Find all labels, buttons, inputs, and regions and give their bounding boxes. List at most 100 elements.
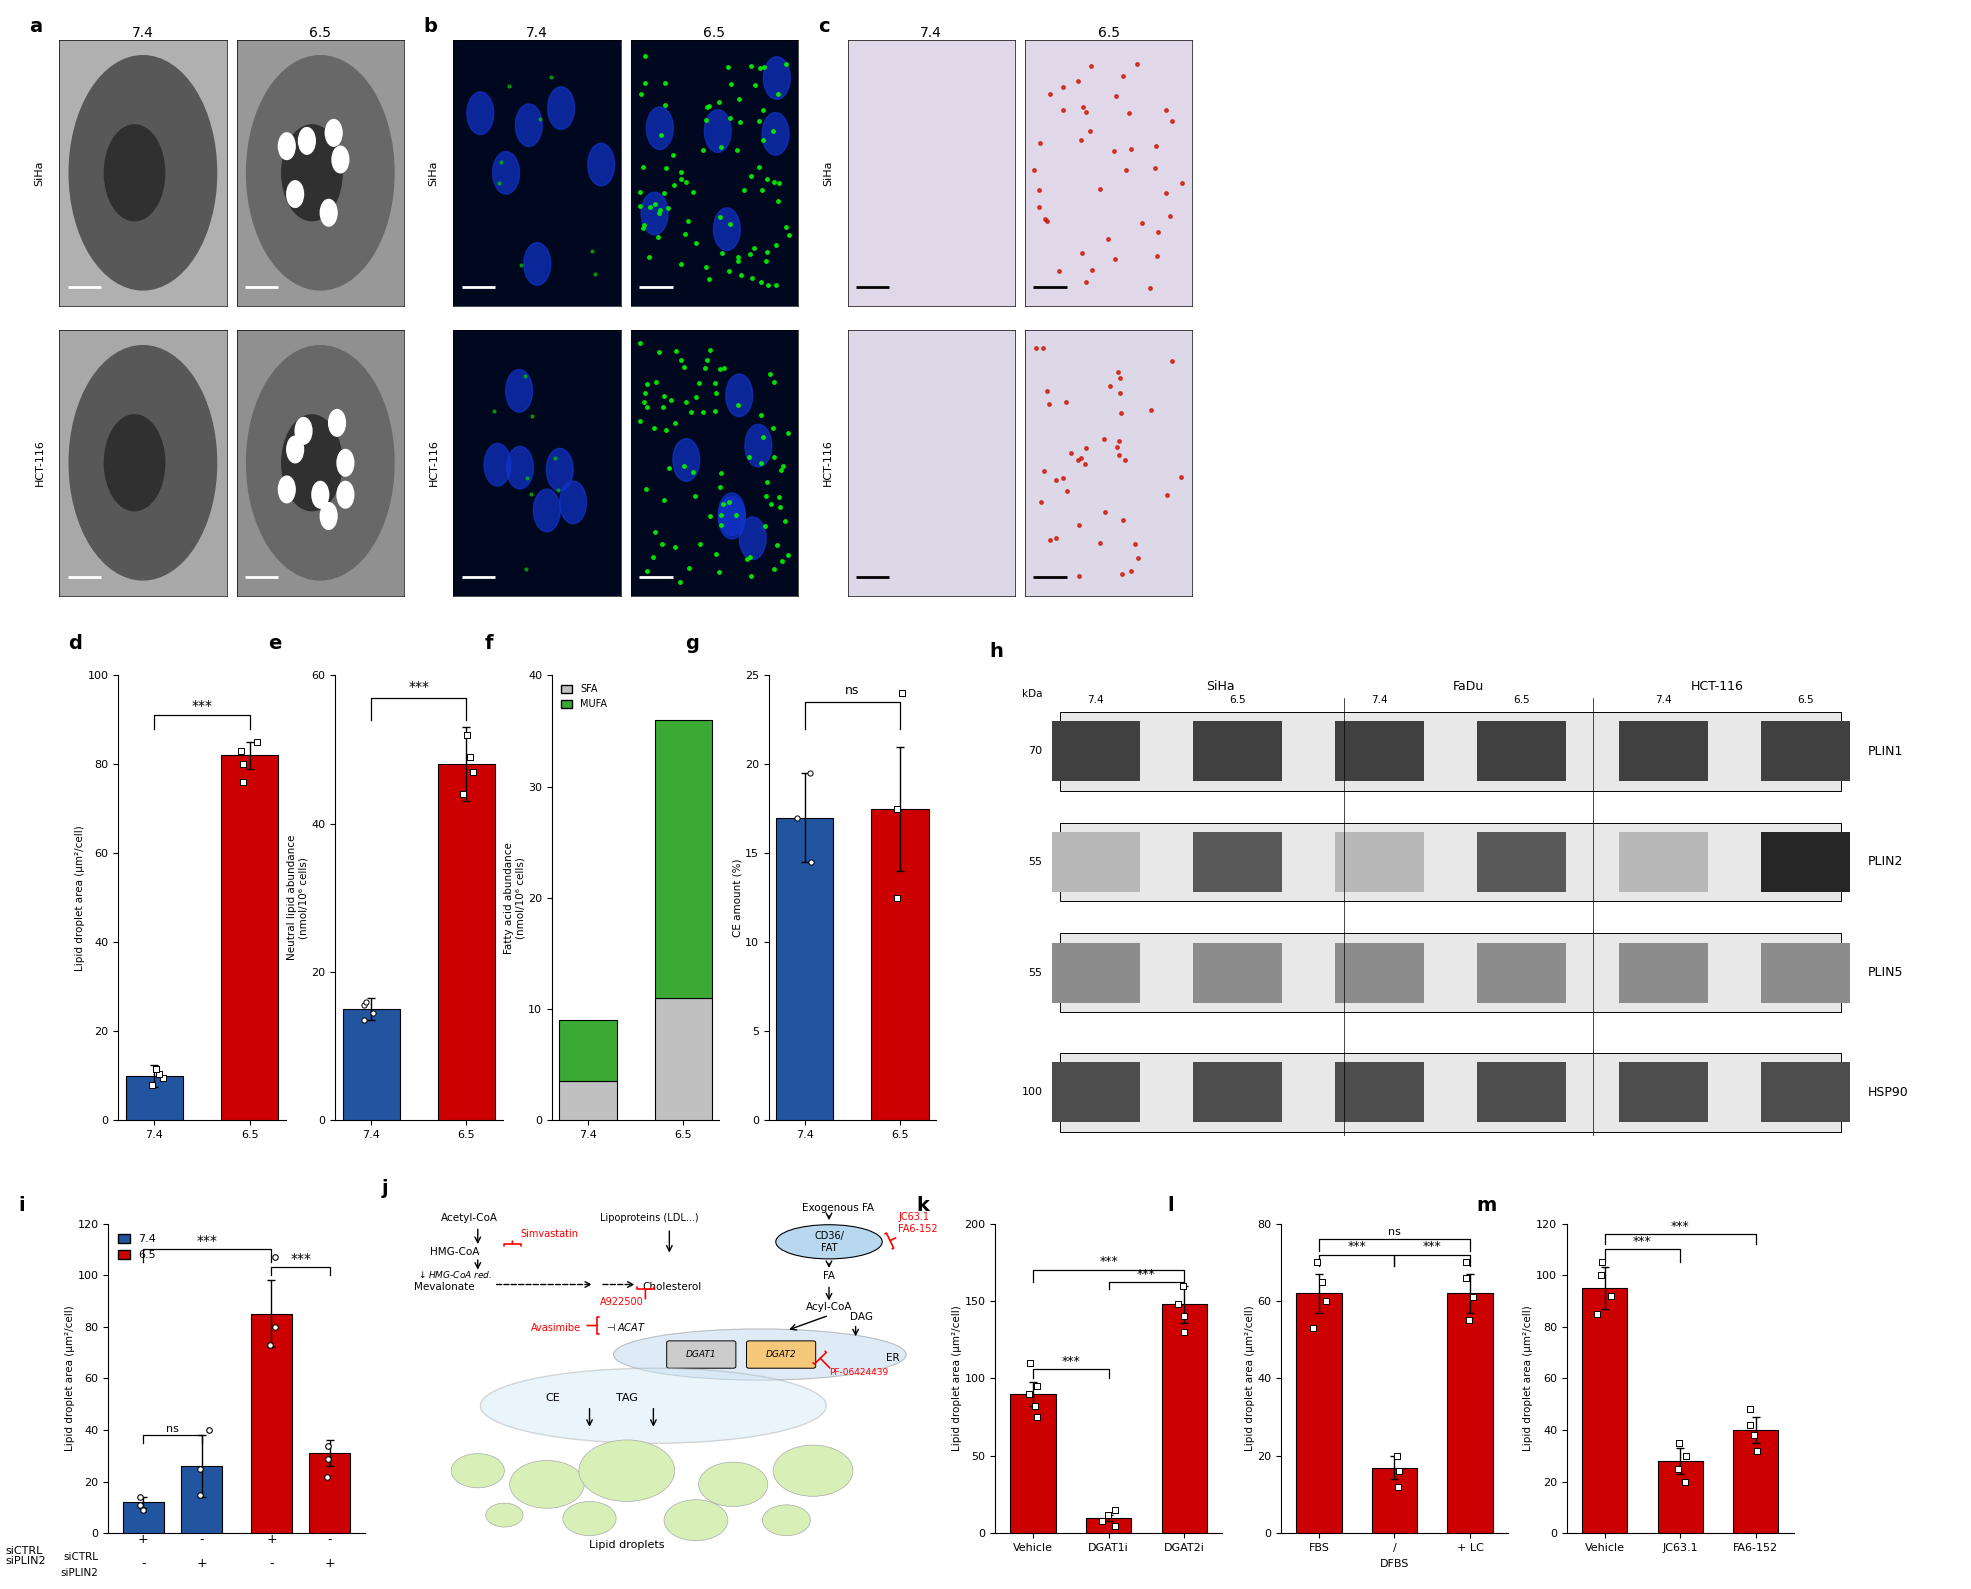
Bar (1620, 942, 1707, 1003)
Text: Avasimibe: Avasimibe (530, 1322, 581, 1333)
Bar (1194, 721, 1281, 782)
Point (881, 796, 913, 822)
Text: CD36/
FAT: CD36/ FAT (814, 1231, 844, 1252)
Point (1740, 1438, 1772, 1463)
Bar (438, 764, 495, 1120)
Circle shape (641, 192, 668, 235)
Legend: 7.4, 6.5: 7.4, 6.5 (114, 1228, 162, 1265)
Point (124, 1484, 156, 1510)
Ellipse shape (613, 1328, 907, 1381)
Text: Mevalonate: Mevalonate (414, 1282, 475, 1292)
Text: $\dashv$ACAT: $\dashv$ACAT (605, 1320, 646, 1333)
Circle shape (646, 106, 674, 149)
Circle shape (719, 496, 745, 539)
Bar (1658, 1462, 1703, 1533)
Point (447, 782, 479, 807)
Circle shape (548, 87, 574, 129)
Circle shape (560, 481, 587, 524)
Text: ns: ns (166, 1424, 179, 1433)
Bar (1060, 712, 1841, 790)
Point (349, 1007, 380, 1033)
Circle shape (763, 57, 790, 100)
Point (1021, 1373, 1053, 1398)
Circle shape (329, 410, 345, 435)
Text: 6.5: 6.5 (1514, 694, 1529, 706)
Text: Acyl-CoA: Acyl-CoA (806, 1301, 851, 1313)
Bar (1053, 1063, 1141, 1122)
Circle shape (278, 477, 296, 502)
Bar (1194, 833, 1281, 891)
Text: +: + (197, 1557, 207, 1570)
Point (1013, 1381, 1045, 1406)
Circle shape (485, 443, 510, 486)
Text: Exogenous FA: Exogenous FA (802, 1203, 875, 1212)
Circle shape (325, 119, 343, 146)
Bar (1161, 1305, 1206, 1533)
Text: siCTRL: siCTRL (6, 1546, 43, 1556)
Bar (343, 1009, 400, 1120)
Text: 6.5: 6.5 (309, 25, 331, 40)
Text: SiHa: SiHa (428, 160, 440, 186)
Text: ***: *** (1348, 1239, 1366, 1252)
Circle shape (564, 1502, 617, 1535)
Y-axis label: Neutral lipid abundance
(nmol/10⁶ cells): Neutral lipid abundance (nmol/10⁶ cells) (288, 836, 307, 960)
Circle shape (282, 415, 343, 510)
Text: CE: CE (544, 1392, 560, 1403)
Text: HMG-CoA: HMG-CoA (430, 1247, 479, 1257)
Point (260, 1314, 292, 1340)
Bar (1760, 833, 1849, 891)
Bar (1194, 942, 1281, 1003)
Text: Lipid droplets: Lipid droplets (589, 1540, 664, 1549)
Text: +: + (138, 1533, 148, 1546)
Text: 6.5: 6.5 (1098, 25, 1120, 40)
Bar (1053, 942, 1141, 1003)
Text: 100: 100 (1021, 1087, 1043, 1098)
Text: siPLIN2: siPLIN2 (6, 1556, 47, 1565)
Text: c: c (818, 17, 830, 37)
Circle shape (516, 103, 542, 146)
Bar (1760, 942, 1849, 1003)
Point (457, 760, 489, 785)
Text: HCT-116: HCT-116 (34, 440, 45, 486)
Text: Cholesterol: Cholesterol (643, 1282, 702, 1292)
Point (240, 729, 272, 755)
Text: siCTRL: siCTRL (63, 1552, 99, 1562)
X-axis label: DFBS: DFBS (1380, 1559, 1409, 1568)
Ellipse shape (777, 1225, 883, 1258)
Circle shape (331, 146, 349, 173)
Y-axis label: Lipid droplet area (μm²/cell): Lipid droplet area (μm²/cell) (952, 1306, 962, 1451)
Point (782, 806, 814, 831)
Bar (126, 1076, 183, 1120)
Point (1167, 1319, 1198, 1344)
Text: siPLIN2: siPLIN2 (61, 1568, 99, 1578)
Point (1021, 1405, 1053, 1430)
Legend: SFA, MUFA: SFA, MUFA (556, 680, 611, 713)
Point (1595, 1284, 1626, 1309)
Bar (1478, 1063, 1565, 1122)
Text: FA: FA (824, 1271, 836, 1281)
Text: g: g (686, 634, 700, 653)
Text: a: a (30, 17, 43, 37)
Text: 7.4: 7.4 (1088, 694, 1104, 706)
Bar (654, 998, 712, 1120)
Text: ***: *** (1423, 1239, 1441, 1252)
Circle shape (104, 415, 166, 510)
Circle shape (319, 199, 337, 226)
Bar (1053, 833, 1141, 891)
Bar (1733, 1430, 1778, 1533)
Point (1163, 1292, 1194, 1317)
Text: +: + (266, 1533, 276, 1546)
Circle shape (745, 424, 773, 467)
Point (148, 1065, 179, 1090)
Text: ER: ER (887, 1354, 899, 1363)
Text: b: b (424, 17, 438, 37)
Text: SiHa: SiHa (822, 160, 834, 186)
Circle shape (698, 1462, 769, 1506)
Bar (221, 755, 278, 1120)
Circle shape (69, 56, 217, 289)
Point (1382, 1443, 1413, 1468)
Text: f: f (485, 634, 493, 653)
Y-axis label: CE amount (%): CE amount (%) (731, 858, 741, 938)
Point (128, 1497, 160, 1522)
Point (227, 769, 258, 794)
